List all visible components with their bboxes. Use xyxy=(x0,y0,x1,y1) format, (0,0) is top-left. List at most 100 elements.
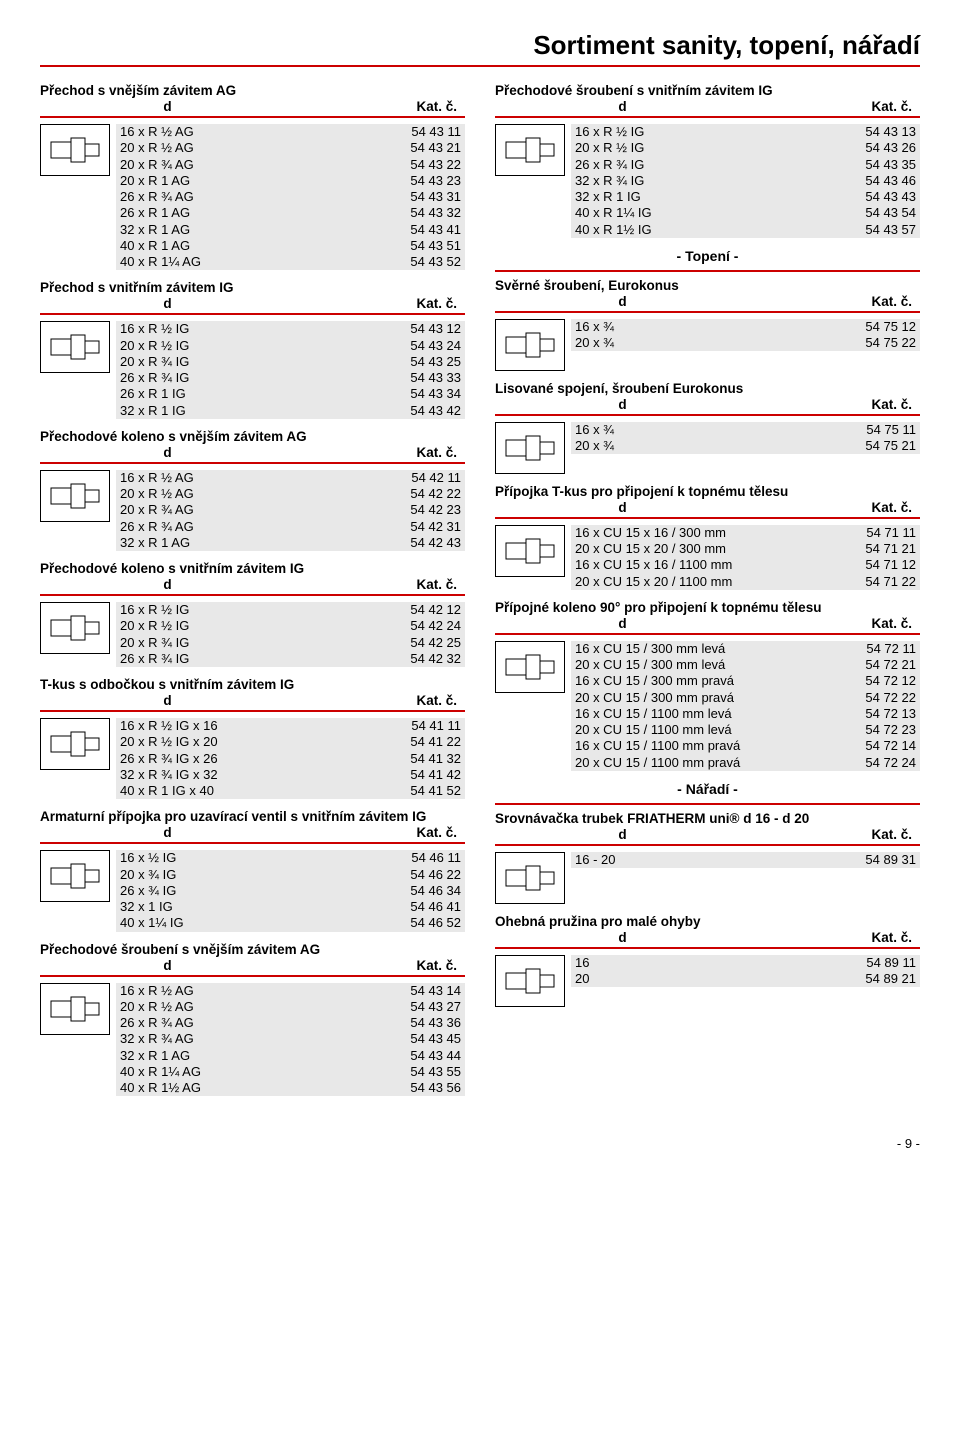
cell-d: 16 - 20 xyxy=(571,852,729,868)
section-underline xyxy=(495,116,920,118)
content-row: 16 x CU 15 / 300 mm levá54 72 1120 x CU … xyxy=(495,641,920,771)
table-row: 40 x R 1¼ AG54 43 52 xyxy=(116,254,465,270)
cell-d: 40 x R 1¼ IG xyxy=(571,205,777,221)
cell-kat: 54 43 25 xyxy=(315,354,465,370)
col-header-d: d xyxy=(495,827,750,842)
cell-kat: 54 71 11 xyxy=(829,525,920,541)
table-row: 16 - 2054 89 31 xyxy=(571,852,920,868)
cell-d: 16 x CU 15 / 1100 mm levá xyxy=(571,706,832,722)
table-row: 26 x R ¾ IG x 2654 41 32 xyxy=(116,751,465,767)
section-underline xyxy=(40,116,465,118)
cell-d: 20 x ¾ xyxy=(571,335,726,351)
header-row: dKat. č. xyxy=(495,397,920,412)
table-row: 16 x R ½ AG54 43 11 xyxy=(116,124,465,140)
cell-d: 16 x R ½ AG xyxy=(116,470,319,486)
cell-d: 26 x R ¾ IG xyxy=(571,157,777,173)
t-kus-icon xyxy=(40,718,110,770)
cell-d: 32 x R 1 IG xyxy=(116,403,315,419)
data-table: 16 x R ½ IG54 43 1220 x R ½ IG54 43 2420… xyxy=(116,321,465,419)
cell-kat: 54 42 32 xyxy=(315,651,465,667)
data-table: 16 x R ½ IG x 1654 41 1120 x R ½ IG x 20… xyxy=(116,718,465,799)
content-row: 16 x R ½ IG54 43 1220 x R ½ IG54 43 2420… xyxy=(40,321,465,419)
section-title: Srovnávačka trubek FRIATHERM uni® d 16 -… xyxy=(495,811,920,826)
table-row: 32 x R 1 AG54 43 44 xyxy=(116,1048,465,1064)
table-row: 16 x R ½ IG x 1654 41 11 xyxy=(116,718,465,734)
cell-kat: 54 43 35 xyxy=(777,157,920,173)
section-underline xyxy=(495,947,920,949)
content-row: 16 x R ½ AG54 43 1120 x R ½ AG54 43 2120… xyxy=(40,124,465,270)
header-row: dKat. č. xyxy=(495,500,920,515)
col-header-kat: Kat. č. xyxy=(750,99,920,114)
cell-kat: 54 43 21 xyxy=(326,140,465,156)
section-title: Přechod s vnějším závitem AG xyxy=(40,83,465,98)
cell-kat: 54 43 45 xyxy=(326,1031,465,1047)
product-section: Ohebná pružina pro malé ohybydKat. č.165… xyxy=(495,914,920,1007)
cell-d: 20 x CU 15 / 1100 mm pravá xyxy=(571,755,832,771)
cell-d: 32 x R ¾ IG xyxy=(571,173,777,189)
content-row: 16 x ¾54 75 1120 x ¾54 75 21 xyxy=(495,422,920,474)
tool-straightener-icon xyxy=(495,852,565,904)
table-row: 20 x CU 15 / 1100 mm levá54 72 23 xyxy=(571,722,920,738)
product-section: Přechod s vnějším závitem AGdKat. č. 16 x… xyxy=(40,83,465,270)
cell-kat: 54 71 22 xyxy=(829,574,920,590)
cell-kat: 54 43 44 xyxy=(326,1048,465,1064)
table-row: 16 x CU 15 / 300 mm pravá54 72 12 xyxy=(571,673,920,689)
product-section: Přechodové koleno s vnějším závitem AGdK… xyxy=(40,429,465,551)
product-section: Přechod s vnitřním závitem IGdKat. č.16 … xyxy=(40,280,465,419)
cell-kat: 54 75 21 xyxy=(726,438,920,454)
cell-d: 20 x R ½ IG xyxy=(571,140,777,156)
col-header-d: d xyxy=(40,577,295,592)
cell-d: 40 x R 1¼ AG xyxy=(116,254,326,270)
cell-kat: 54 72 24 xyxy=(832,755,920,771)
header-row: dKat. č. xyxy=(495,616,920,631)
product-section: T-kus s odbočkou s vnitřním závitem IGdK… xyxy=(40,677,465,799)
cell-kat: 54 43 46 xyxy=(777,173,920,189)
cell-kat: 54 42 22 xyxy=(319,486,465,502)
section-title: Přechodové šroubení s vnějším závitem AG xyxy=(40,942,465,957)
col-header-kat: Kat. č. xyxy=(295,693,465,708)
product-section: Armaturní přípojka pro uzavírací ventil … xyxy=(40,809,465,931)
cell-kat: 54 41 22 xyxy=(340,734,465,750)
cell-d: 20 x R ¾ IG xyxy=(116,354,315,370)
col-header-kat: Kat. č. xyxy=(750,500,920,515)
table-row: 26 x R ¾ AG54 43 31 xyxy=(116,189,465,205)
cell-kat: 54 75 22 xyxy=(726,335,920,351)
cell-kat: 54 43 33 xyxy=(315,370,465,386)
product-section: Lisované spojení, šroubení EurokonusdKat… xyxy=(495,381,920,474)
cell-d: 20 x R ½ IG xyxy=(116,618,315,634)
cell-kat: 54 43 57 xyxy=(777,222,920,238)
section-underline xyxy=(40,975,465,977)
table-row: 1654 89 11 xyxy=(571,955,920,971)
cell-kat: 54 72 14 xyxy=(832,738,920,754)
table-row: 16 x R ½ IG54 43 13 xyxy=(571,124,920,140)
union-ag-icon xyxy=(40,983,110,1035)
table-row: 16 x CU 15 x 16 / 1100 mm54 71 12 xyxy=(571,557,920,573)
divider xyxy=(495,803,920,805)
cell-kat: 54 43 34 xyxy=(315,386,465,402)
cell-kat: 54 42 23 xyxy=(319,502,465,518)
cell-d: 32 x 1 IG xyxy=(116,899,308,915)
cell-d: 20 x CU 15 / 1100 mm levá xyxy=(571,722,832,738)
cell-d: 32 x R ¾ AG xyxy=(116,1031,326,1047)
table-row: 40 x R 1 AG54 43 51 xyxy=(116,238,465,254)
cell-d: 20 x CU 15 x 20 / 300 mm xyxy=(571,541,829,557)
section-title: Armaturní přípojka pro uzavírací ventil … xyxy=(40,809,465,824)
page-number: - 9 - xyxy=(40,1136,920,1151)
cell-kat: 54 43 54 xyxy=(777,205,920,221)
cell-d: 40 x R 1½ IG xyxy=(571,222,777,238)
table-row: 20 x R ½ AG54 43 21 xyxy=(116,140,465,156)
section-underline xyxy=(495,414,920,416)
data-table: 16 x CU 15 / 300 mm levá54 72 1120 x CU … xyxy=(571,641,920,771)
cell-d: 20 x ¾ IG xyxy=(116,867,308,883)
section-title: Přechodové koleno s vnitřním závitem IG xyxy=(40,561,465,576)
cell-kat: 54 42 31 xyxy=(319,519,465,535)
section-title: Lisované spojení, šroubení Eurokonus xyxy=(495,381,920,396)
cell-d: 16 x R ½ AG xyxy=(116,124,326,140)
table-row: 40 x R 1 IG x 4054 41 52 xyxy=(116,783,465,799)
col-header-d: d xyxy=(495,99,750,114)
cell-kat: 54 41 11 xyxy=(340,718,465,734)
header-row: dKat. č. xyxy=(40,99,465,114)
product-section: Srovnávačka trubek FRIATHERM uni® d 16 -… xyxy=(495,811,920,904)
col-header-d: d xyxy=(40,958,295,973)
left-column: Přechod s vnějším závitem AGdKat. č.16 x… xyxy=(40,83,465,1106)
